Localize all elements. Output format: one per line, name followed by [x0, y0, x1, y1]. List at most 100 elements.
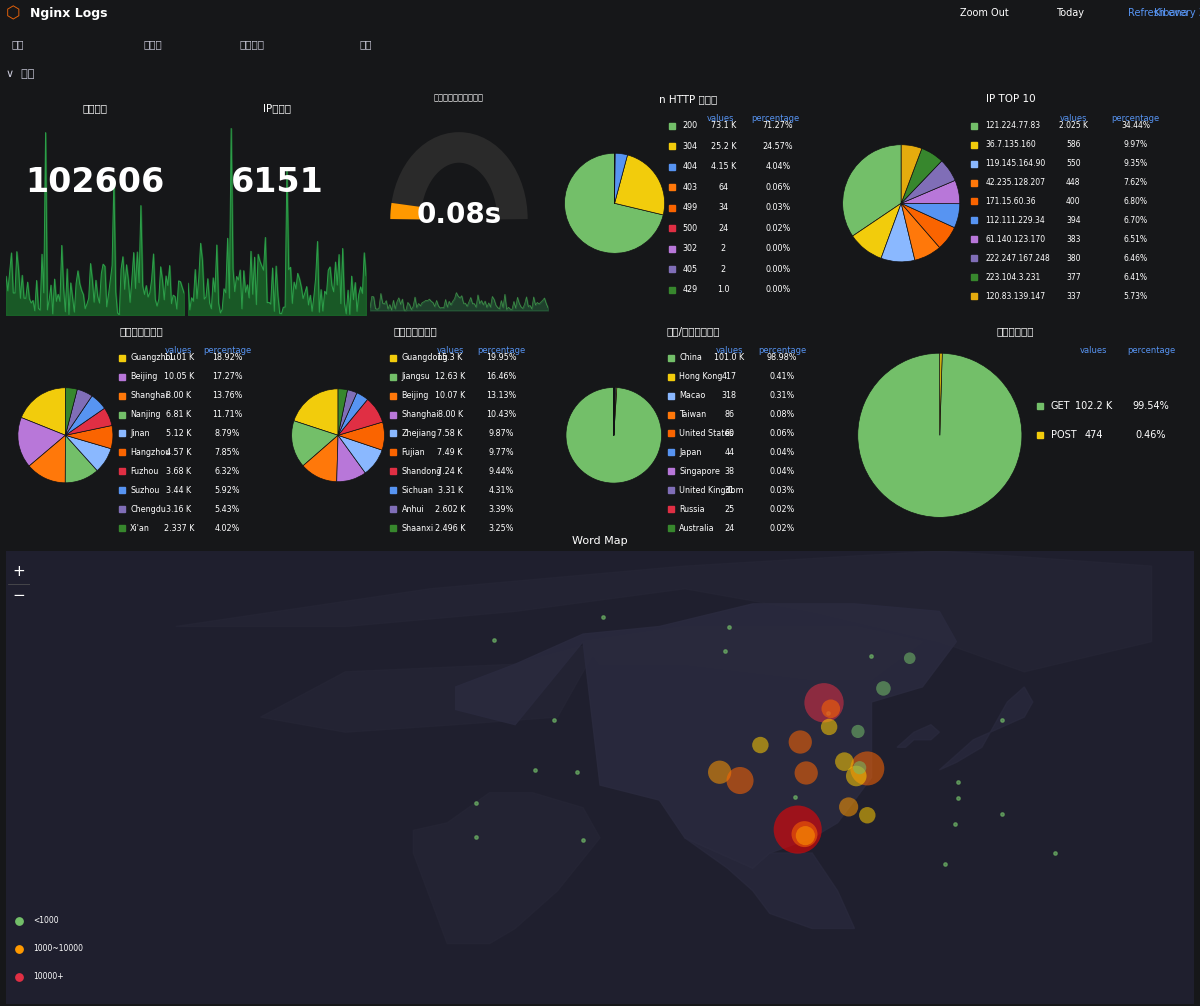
Text: 5.43%: 5.43% — [215, 505, 240, 514]
Text: 0.03%: 0.03% — [766, 203, 791, 212]
Text: 6.51%: 6.51% — [1123, 234, 1147, 243]
Text: 0.08s: 0.08s — [416, 200, 502, 228]
Text: Today: Today — [1056, 8, 1084, 18]
Text: 18.92%: 18.92% — [212, 353, 242, 362]
Text: −: − — [13, 589, 25, 604]
Text: <1000: <1000 — [34, 916, 59, 925]
Text: Fujian: Fujian — [402, 448, 425, 457]
Text: 222.247.167.248: 222.247.167.248 — [985, 254, 1050, 263]
Text: 6151: 6151 — [230, 166, 323, 199]
Wedge shape — [614, 153, 628, 203]
Text: Russia: Russia — [679, 505, 704, 514]
Wedge shape — [66, 426, 113, 449]
Wedge shape — [18, 417, 66, 466]
Wedge shape — [901, 203, 960, 227]
Text: 9.97%: 9.97% — [1123, 140, 1147, 149]
Text: 0.31%: 0.31% — [769, 391, 794, 400]
Point — [839, 799, 858, 815]
Text: values: values — [1080, 346, 1108, 355]
Point — [142, 483, 161, 499]
Text: 7.49 K: 7.49 K — [438, 448, 463, 457]
Point — [788, 822, 808, 838]
Text: 404: 404 — [683, 162, 697, 171]
Text: 域名: 域名 — [12, 39, 24, 49]
Point — [946, 816, 965, 832]
Text: Macao: Macao — [679, 391, 706, 400]
Text: 377: 377 — [1066, 273, 1080, 282]
Wedge shape — [338, 399, 383, 436]
Text: 0.04%: 0.04% — [769, 467, 794, 476]
Point — [791, 734, 810, 750]
Point — [467, 796, 486, 812]
Text: 请求总数: 请求总数 — [83, 103, 108, 113]
Text: 0.00%: 0.00% — [766, 286, 791, 295]
Text: 318: 318 — [721, 391, 737, 400]
Wedge shape — [901, 161, 955, 203]
Text: 4.02%: 4.02% — [215, 523, 240, 532]
Text: 383: 383 — [1066, 234, 1080, 243]
Text: Australia: Australia — [679, 523, 715, 532]
Wedge shape — [337, 436, 365, 482]
Polygon shape — [175, 551, 1152, 672]
Text: 5.12 K: 5.12 K — [166, 429, 192, 438]
Text: 25: 25 — [724, 505, 734, 514]
Point — [936, 856, 955, 872]
Text: 42.235.128.207: 42.235.128.207 — [985, 178, 1045, 187]
Wedge shape — [614, 155, 665, 215]
Polygon shape — [685, 838, 854, 929]
Text: percentage: percentage — [478, 346, 526, 355]
Text: 5.92%: 5.92% — [215, 486, 240, 495]
Point — [820, 719, 839, 735]
Text: 44: 44 — [724, 448, 734, 457]
Text: 0.02%: 0.02% — [769, 523, 794, 532]
Wedge shape — [66, 396, 104, 436]
Text: 0.08%: 0.08% — [769, 410, 794, 420]
Wedge shape — [294, 389, 338, 436]
Text: 16.46%: 16.46% — [486, 372, 516, 381]
Text: 10.43%: 10.43% — [486, 410, 516, 420]
Text: 38: 38 — [724, 467, 734, 476]
Wedge shape — [940, 353, 942, 436]
Text: 3.68 K: 3.68 K — [167, 467, 191, 476]
Point — [948, 790, 967, 806]
Point — [818, 705, 838, 721]
Text: 25.2 K: 25.2 K — [710, 142, 736, 151]
Text: 474: 474 — [1085, 431, 1103, 441]
Point — [850, 760, 869, 776]
Point — [949, 774, 968, 790]
Polygon shape — [260, 642, 600, 732]
Text: 302: 302 — [683, 244, 697, 254]
Text: 9.87%: 9.87% — [488, 429, 514, 438]
Text: Nanjing: Nanjing — [130, 410, 161, 420]
Text: 394: 394 — [1066, 216, 1080, 225]
Text: Zoom Out: Zoom Out — [960, 8, 1009, 18]
Point — [1045, 845, 1064, 861]
Wedge shape — [901, 203, 940, 261]
Text: 304: 304 — [683, 142, 697, 151]
Text: percentage: percentage — [758, 346, 806, 355]
Wedge shape — [564, 153, 664, 254]
Text: Shandong: Shandong — [402, 467, 442, 476]
Wedge shape — [901, 145, 922, 203]
Text: 112.111.229.34: 112.111.229.34 — [985, 216, 1045, 225]
Text: 6.41%: 6.41% — [1123, 273, 1147, 282]
Text: Jinan: Jinan — [130, 429, 150, 438]
Text: Refresh every 30s: Refresh every 30s — [1128, 8, 1200, 18]
Text: 10.07 K: 10.07 K — [434, 391, 466, 400]
Text: 7.24 K: 7.24 K — [438, 467, 463, 476]
Wedge shape — [566, 387, 661, 483]
Text: 7.58 K: 7.58 K — [438, 429, 463, 438]
Text: Zhejiang: Zhejiang — [402, 429, 437, 438]
Text: 121.224.77.83: 121.224.77.83 — [985, 122, 1040, 130]
Polygon shape — [940, 687, 1033, 770]
Text: 13.76%: 13.76% — [212, 391, 242, 400]
Wedge shape — [613, 387, 617, 436]
Text: 8.79%: 8.79% — [215, 429, 240, 438]
Text: China: China — [679, 353, 702, 362]
Text: percentage: percentage — [203, 346, 252, 355]
Text: 3.16 K: 3.16 K — [167, 505, 191, 514]
Text: values: values — [707, 115, 734, 124]
Point — [874, 680, 893, 696]
Text: 200: 200 — [683, 122, 697, 130]
Wedge shape — [65, 436, 97, 483]
